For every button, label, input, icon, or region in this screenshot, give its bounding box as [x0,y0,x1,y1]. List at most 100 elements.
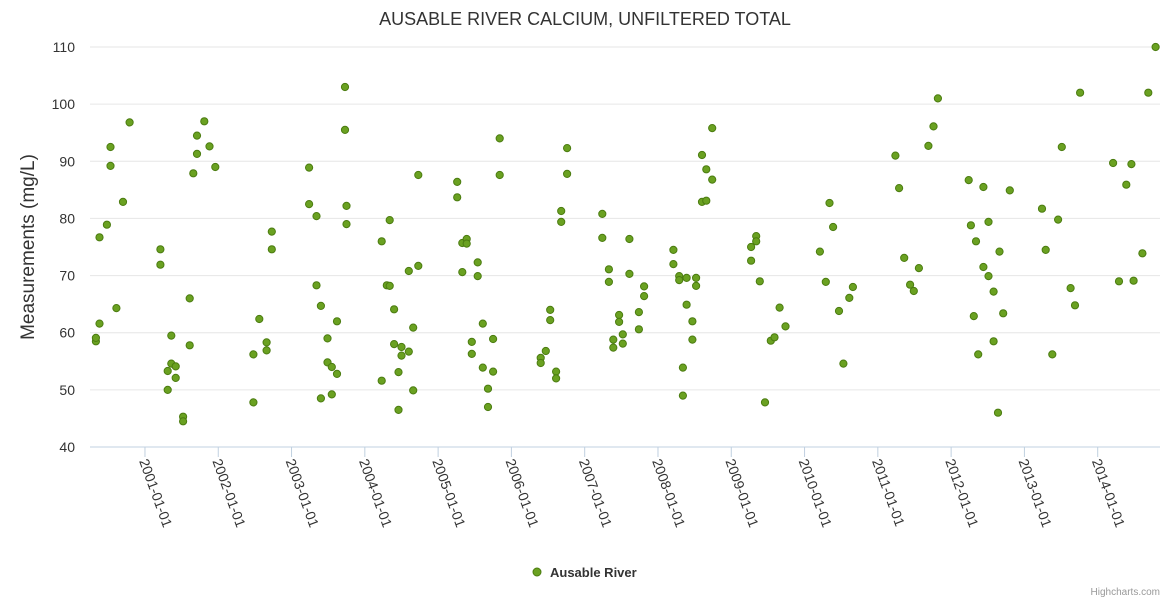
data-point [262,338,271,347]
data-point [618,330,627,339]
data-point [267,227,276,236]
data-point [409,323,418,332]
data-point [995,247,1004,256]
data-point [390,305,399,314]
data-point [688,335,697,344]
data-point [1129,276,1138,285]
data-point [118,197,128,206]
data-point [541,346,550,356]
data-point [192,149,202,158]
data-point [669,260,678,269]
data-point [102,220,112,229]
data-point [1122,180,1131,189]
data-point [462,239,471,248]
data-point [342,220,351,229]
data-point [984,272,993,281]
data-point [669,245,678,254]
data-point [1057,142,1066,152]
data-point [557,217,566,226]
data-point [1076,88,1085,97]
data-point [914,264,924,273]
data-point [404,347,413,356]
data-point [848,282,858,292]
data-point [891,151,900,160]
data-point [546,305,555,314]
data-point [625,234,634,244]
data-point [609,343,618,352]
data-point [760,398,770,407]
data-point [640,282,649,291]
legend[interactable]: Ausable River [532,565,637,580]
data-point [332,369,342,378]
data-point [327,390,336,399]
data-point [536,358,545,368]
data-point [453,193,462,202]
data-point [1138,249,1147,258]
data-point [618,339,627,348]
data-point [106,142,115,152]
data-point [163,385,172,394]
data-point [1114,277,1124,286]
credits-link[interactable]: Highcharts.com [1091,587,1160,598]
data-point [634,308,644,317]
data-point [609,335,618,344]
data-point [106,161,115,170]
data-point [397,351,406,360]
data-point [312,212,321,221]
data-point [189,169,198,178]
data-point [989,287,998,296]
data-point [255,314,264,324]
data-point [929,122,938,131]
data-point [1066,284,1075,293]
data-point [563,144,572,153]
data-point [483,402,493,412]
scatter-series [91,42,1160,426]
data-point [1070,301,1080,310]
data-point [839,359,848,368]
data-point [171,373,180,382]
data-point [678,391,688,400]
data-point [473,258,482,267]
data-point [688,317,697,326]
legend-item-ausable-river[interactable]: Ausable River [550,565,637,580]
data-point [563,169,572,178]
data-point [312,281,321,290]
data-point [692,281,701,290]
data-point [640,292,649,301]
data-point [495,170,504,180]
y-axis-title: Measurements (mg/L) [18,154,39,340]
data-point [478,319,487,328]
data-point [390,340,399,349]
data-point [821,277,830,286]
data-point [489,367,498,376]
data-point [385,216,394,225]
data-point [546,316,555,325]
data-point [495,134,504,143]
data-point [1151,42,1160,52]
data-point [775,303,784,312]
data-point [993,408,1003,417]
data-point [682,273,691,282]
data-point [604,277,614,286]
data-point [377,376,386,385]
data-point [342,201,351,210]
data-point [702,165,711,174]
data-point [205,142,214,151]
data-point [747,256,756,265]
data-point [1041,245,1050,254]
data-point [552,374,561,383]
data-point [262,346,271,355]
data-point [933,94,943,103]
data-point [598,233,607,242]
data-point [112,304,121,313]
data-point [815,247,825,256]
data-point [895,184,904,193]
data-point [478,363,487,372]
data-point [473,272,482,281]
data-point [200,117,209,126]
data-point [552,367,561,376]
data-point [267,245,276,254]
data-point [458,268,467,277]
